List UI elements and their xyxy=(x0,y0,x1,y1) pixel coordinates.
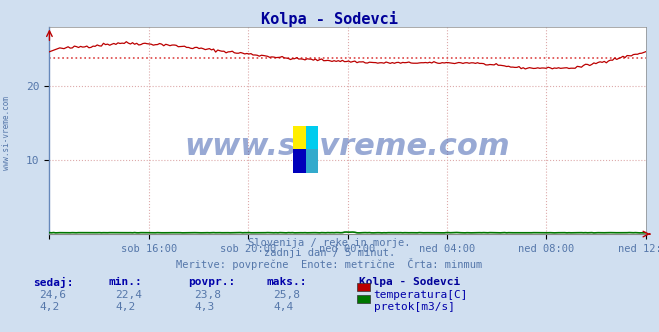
Text: 4,4: 4,4 xyxy=(273,302,294,312)
Text: 22,4: 22,4 xyxy=(115,290,142,299)
Text: 4,2: 4,2 xyxy=(115,302,136,312)
Text: Kolpa - Sodevci: Kolpa - Sodevci xyxy=(261,11,398,27)
Text: min.:: min.: xyxy=(109,277,142,287)
Text: 25,8: 25,8 xyxy=(273,290,301,299)
Text: 4,2: 4,2 xyxy=(40,302,60,312)
Text: 24,6: 24,6 xyxy=(40,290,67,299)
Text: www.si-vreme.com: www.si-vreme.com xyxy=(2,96,11,170)
Text: 4,3: 4,3 xyxy=(194,302,215,312)
Text: sedaj:: sedaj: xyxy=(33,277,73,288)
Bar xyxy=(293,126,306,149)
Text: www.si-vreme.com: www.si-vreme.com xyxy=(185,132,511,161)
Bar xyxy=(306,126,318,149)
Text: pretok[m3/s]: pretok[m3/s] xyxy=(374,302,455,312)
Text: Meritve: povprečne  Enote: metrične  Črta: minmum: Meritve: povprečne Enote: metrične Črta:… xyxy=(177,258,482,270)
Bar xyxy=(293,149,306,173)
Text: temperatura[C]: temperatura[C] xyxy=(374,290,468,299)
Text: 23,8: 23,8 xyxy=(194,290,221,299)
Text: povpr.:: povpr.: xyxy=(188,277,235,287)
Text: Kolpa - Sodevci: Kolpa - Sodevci xyxy=(359,277,461,287)
Text: maks.:: maks.: xyxy=(267,277,307,287)
Text: Slovenija / reke in morje.: Slovenija / reke in morje. xyxy=(248,238,411,248)
Bar xyxy=(306,149,318,173)
Text: zadnji dan / 5 minut.: zadnji dan / 5 minut. xyxy=(264,248,395,258)
